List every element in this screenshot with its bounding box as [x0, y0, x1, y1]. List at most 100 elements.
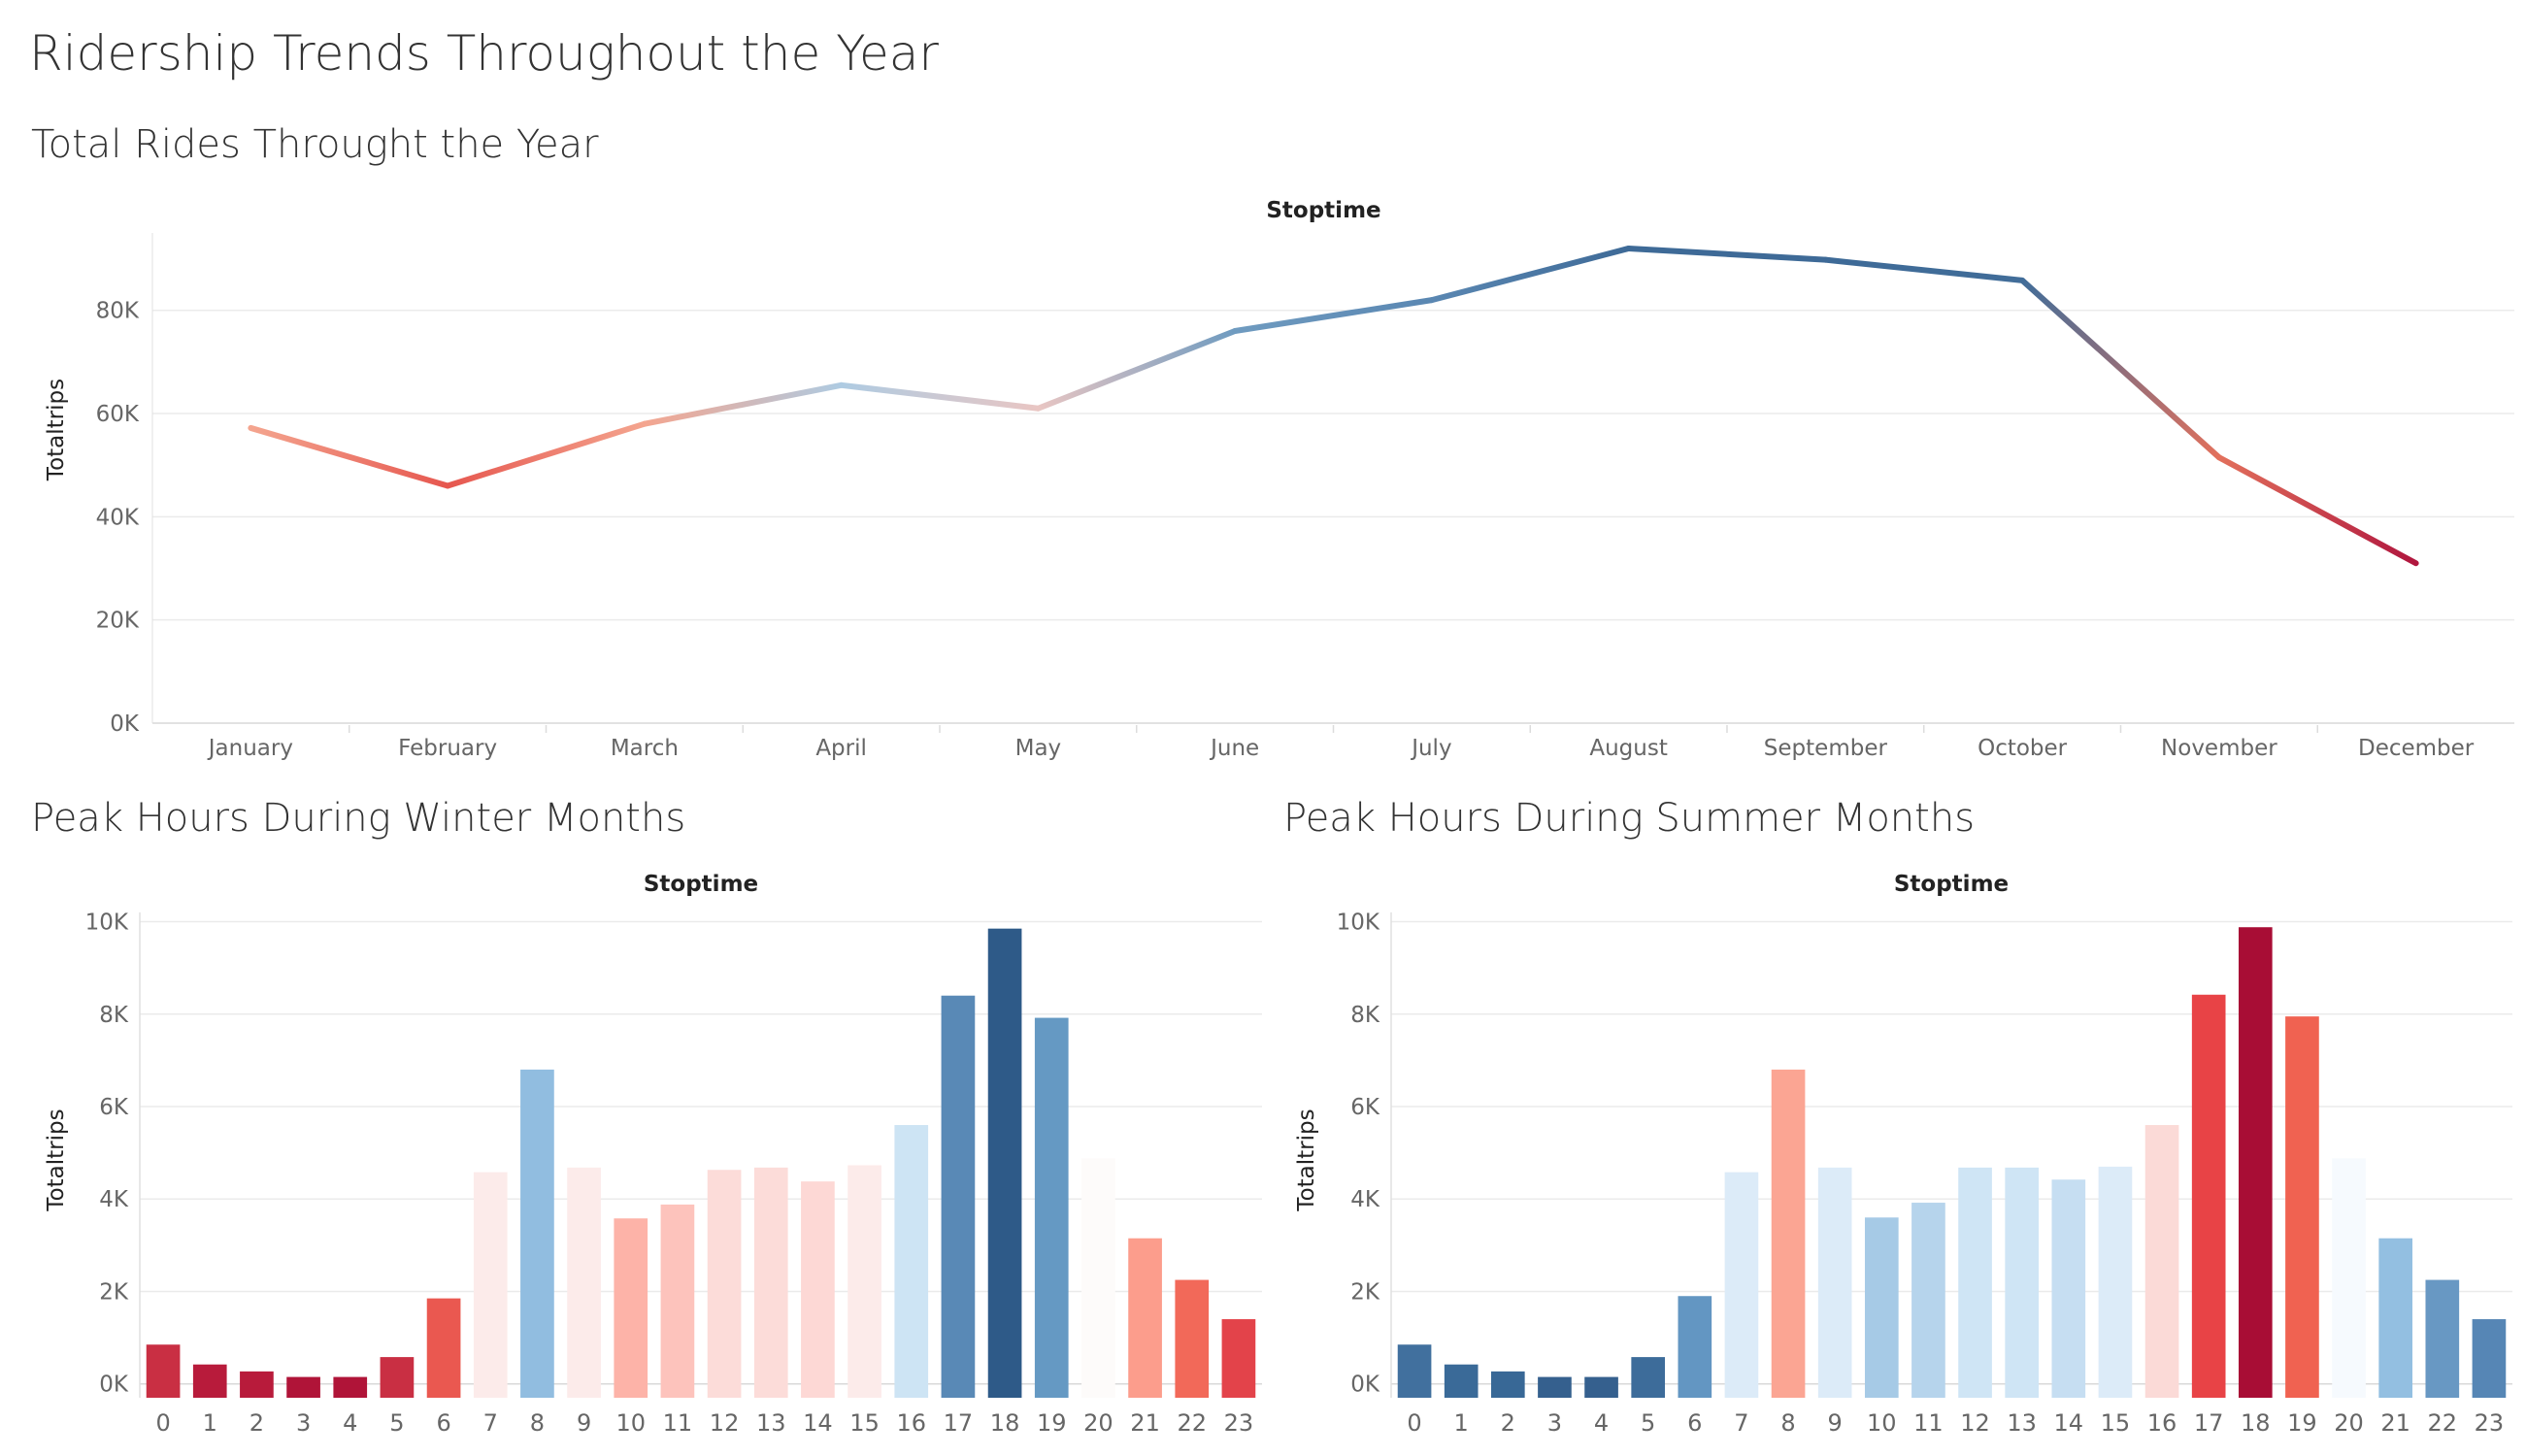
x-tick-label: August	[1589, 736, 1668, 761]
x-tick-label: 21	[2380, 1409, 2410, 1437]
summer-bar-hour-18	[2238, 927, 2273, 1398]
x-tick-label: 16	[896, 1409, 926, 1437]
series-line-segment-february	[445, 420, 648, 489]
x-tick-label: 15	[2101, 1409, 2131, 1437]
winter-bar-hour-0	[146, 1344, 181, 1398]
x-tick-label: 1	[1454, 1409, 1469, 1437]
summer-chart-title: Peak Hours During Summer Months	[1283, 796, 1976, 841]
y-tick-label: 6K	[1350, 1095, 1380, 1120]
winter-bar-hour-11	[660, 1204, 695, 1398]
series-line-segment-june	[1232, 297, 1435, 334]
winter-bar-hour-3	[286, 1376, 320, 1398]
y-tick-label: 10K	[1337, 910, 1380, 936]
x-tick-label: January	[207, 736, 293, 761]
x-tick-label: 2	[1501, 1409, 1515, 1437]
summer-bar-hour-9	[1817, 1167, 1852, 1398]
x-tick-label: 12	[710, 1409, 740, 1437]
series-line-segment-july	[1428, 245, 1632, 304]
x-tick-label: 22	[1177, 1409, 1207, 1437]
x-tick-label: 11	[1913, 1409, 1944, 1437]
x-tick-label: 23	[2475, 1409, 2505, 1437]
summer-column-header: Stoptime	[1894, 872, 2009, 897]
summer-bar-hour-7	[1724, 1172, 1759, 1398]
x-tick-label: 7	[483, 1409, 498, 1437]
series-line-segment-october	[2019, 277, 2222, 461]
summer-bar-hour-0	[1397, 1344, 1432, 1398]
winter-bar-hour-16	[894, 1125, 929, 1398]
series-line-segment-january	[248, 424, 451, 489]
summer-bar-hour-17	[2191, 994, 2226, 1398]
summer-bar-hour-3	[1538, 1376, 1572, 1398]
winter-chart-title: Peak Hours During Winter Months	[31, 796, 686, 841]
summer-bar-hour-16	[2144, 1125, 2179, 1398]
x-tick-label: 2	[249, 1409, 264, 1437]
winter-bar-hour-9	[567, 1167, 601, 1398]
x-tick-label: 18	[990, 1409, 1020, 1437]
winter-bar-hour-21	[1128, 1238, 1162, 1398]
series-line-segment-september	[1822, 256, 2026, 283]
x-tick-label: 13	[756, 1409, 786, 1437]
summer-bar-hour-19	[2285, 1016, 2319, 1398]
winter-bar-hour-5	[380, 1357, 415, 1398]
line-column-header: Stoptime	[1266, 198, 1380, 223]
dashboard-title: Ridership Trends Throughout the Year	[29, 25, 939, 82]
x-tick-label: October	[1978, 736, 2068, 761]
summer-bar-hour-2	[1490, 1371, 1525, 1398]
x-tick-label: December	[2358, 736, 2475, 761]
series-line-segment-march	[641, 381, 845, 427]
x-tick-label: 8	[1780, 1409, 1795, 1437]
y-tick-label: 20K	[96, 609, 140, 634]
x-tick-label: 11	[663, 1409, 693, 1437]
winter-bar-hour-4	[333, 1376, 368, 1398]
x-tick-label: 3	[296, 1409, 311, 1437]
summer-bar-hour-22	[2425, 1279, 2460, 1398]
winter-bar-hour-19	[1034, 1017, 1069, 1398]
x-tick-label: 3	[1547, 1409, 1562, 1437]
x-tick-label: 0	[155, 1409, 170, 1437]
y-tick-label: 2K	[99, 1279, 129, 1305]
x-tick-label: 14	[803, 1409, 833, 1437]
y-tick-label: 4K	[1350, 1187, 1380, 1212]
y-tick-label: 0K	[110, 711, 140, 737]
winter-bar-hour-10	[614, 1218, 648, 1398]
summer-bar-hour-10	[1864, 1217, 1899, 1398]
series-line-segment-april	[838, 381, 1042, 412]
winter-column-header: Stoptime	[644, 872, 758, 897]
x-tick-label: 7	[1734, 1409, 1748, 1437]
winter-bar-hour-8	[520, 1069, 554, 1398]
y-tick-label: 4K	[99, 1187, 129, 1212]
winter-bar-hour-7	[473, 1172, 508, 1398]
x-tick-label: 5	[1641, 1409, 1655, 1437]
x-tick-label: 6	[436, 1409, 450, 1437]
x-tick-label: 22	[2428, 1409, 2458, 1437]
summer-bar-hour-13	[2005, 1167, 2040, 1398]
y-tick-label: 2K	[1350, 1279, 1380, 1305]
summer-bar-hour-12	[1958, 1167, 1992, 1398]
x-tick-label: May	[1015, 736, 1062, 761]
summer-bar-hour-5	[1631, 1357, 1666, 1398]
y-axis-label: Totaltrips	[44, 379, 69, 481]
summer-bar-hour-14	[2051, 1179, 2086, 1398]
x-tick-label: 21	[1130, 1409, 1160, 1437]
total-rides-line-chart[interactable]: Stoptime 0K 20K 40K 60K 80K January February Mar…	[0, 0, 2526, 777]
y-tick-label: 10K	[85, 910, 129, 936]
x-tick-label: 23	[1224, 1409, 1254, 1437]
x-tick-label: 9	[1828, 1409, 1843, 1437]
x-tick-label: 20	[1083, 1409, 1113, 1437]
x-tick-label: 0	[1407, 1409, 1421, 1437]
x-tick-label: June	[1209, 736, 1259, 761]
x-tick-label: 6	[1687, 1409, 1702, 1437]
winter-bar-hour-23	[1221, 1319, 1256, 1398]
y-axis-label: Totaltrips	[44, 1109, 69, 1211]
x-tick-label: 16	[2147, 1409, 2177, 1437]
x-tick-label: 14	[2054, 1409, 2084, 1437]
winter-bar-hour-12	[707, 1170, 742, 1398]
x-tick-label: 5	[389, 1409, 404, 1437]
x-tick-label: 15	[849, 1409, 880, 1437]
summer-bar-hour-4	[1584, 1376, 1618, 1398]
x-tick-label: 18	[2241, 1409, 2271, 1437]
series-line-segment-august	[1625, 245, 1829, 263]
x-tick-label: July	[1410, 736, 1451, 761]
